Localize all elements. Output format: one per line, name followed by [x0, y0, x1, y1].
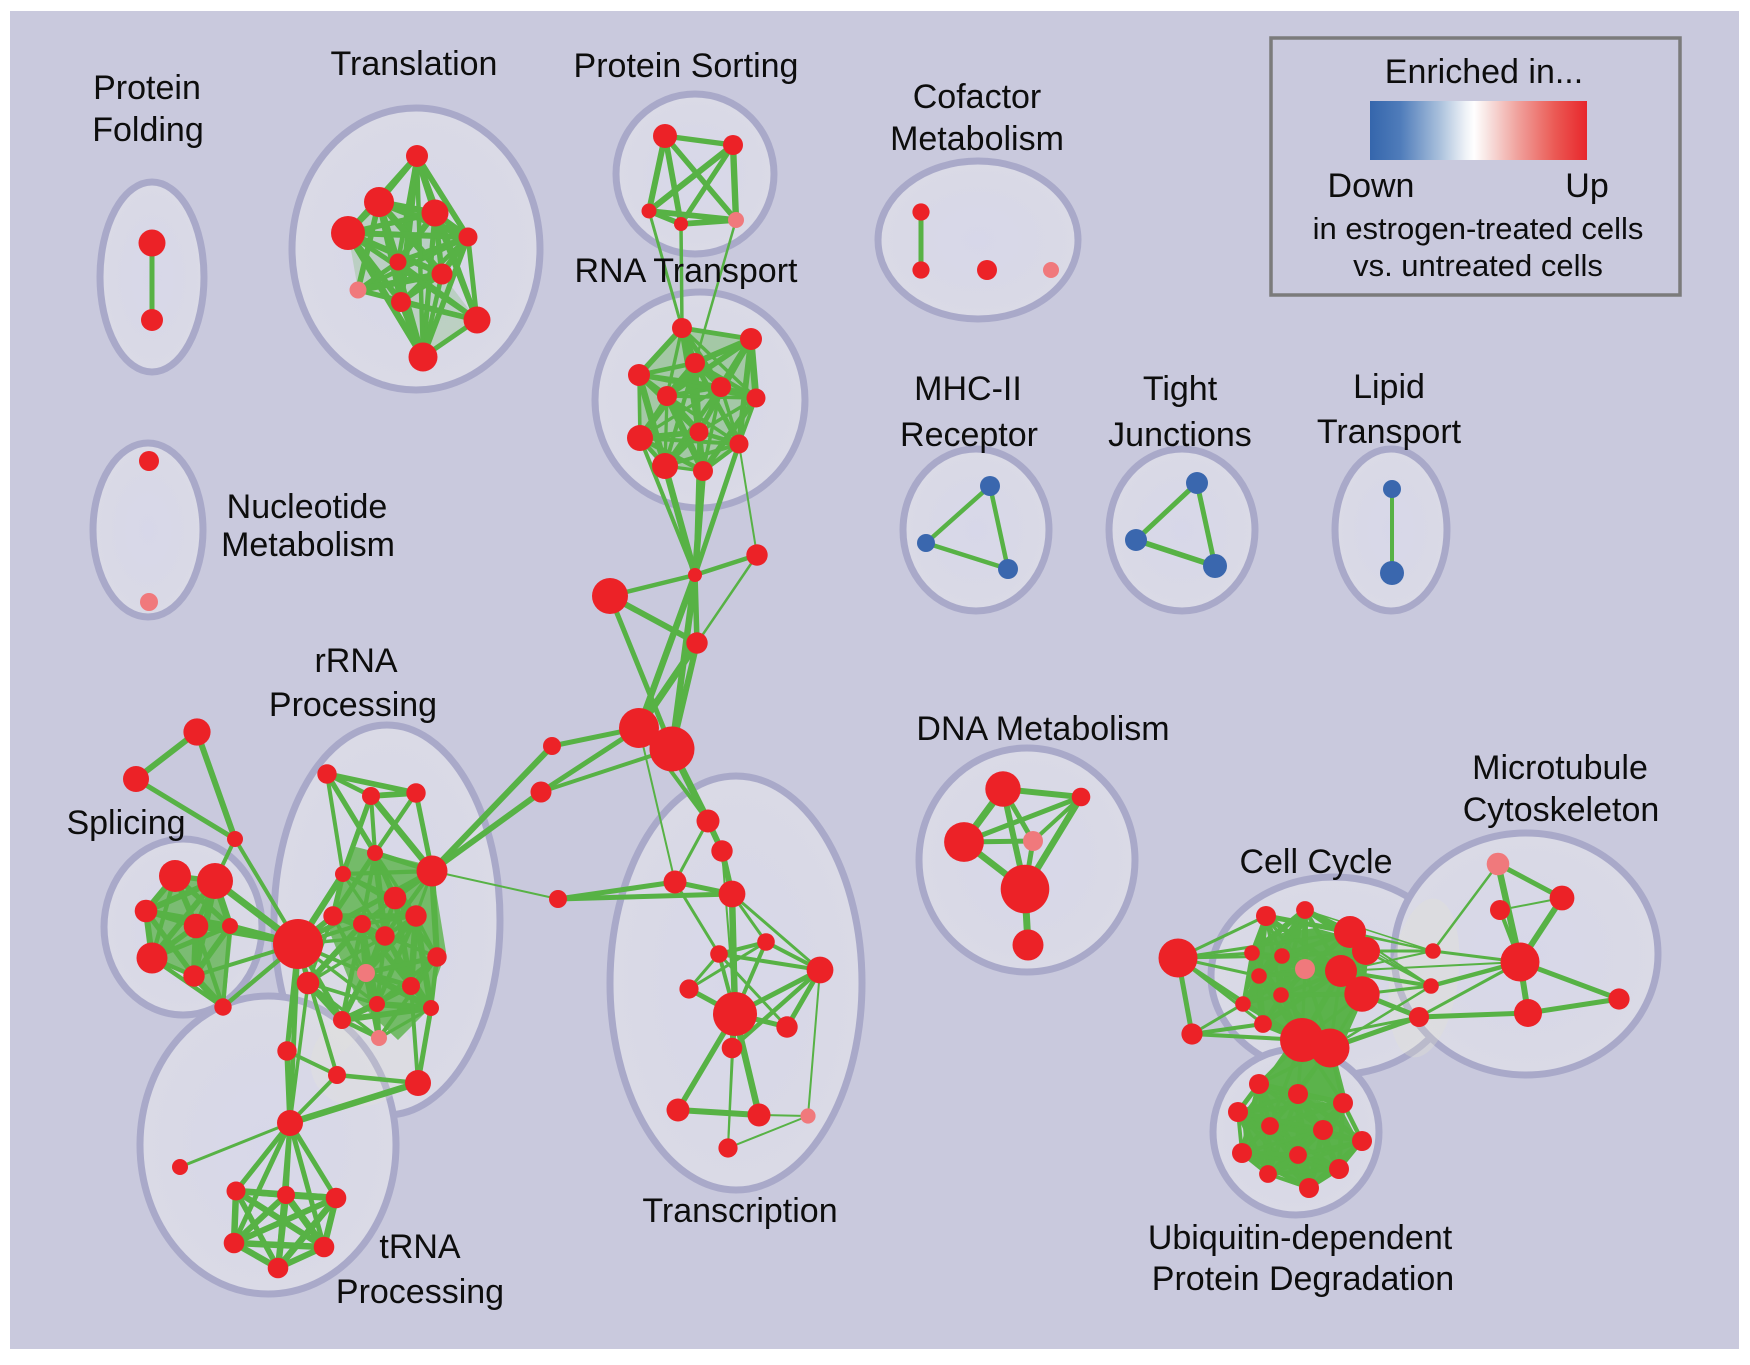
svg-text:in estrogen-treated cells: in estrogen-treated cells [1313, 211, 1644, 246]
svg-text:Receptor: Receptor [900, 416, 1038, 454]
svg-text:Down: Down [1328, 167, 1415, 205]
svg-text:Ubiquitin-dependent: Ubiquitin-dependent [1148, 1219, 1453, 1257]
svg-text:RNA Transport: RNA Transport [575, 252, 799, 290]
svg-text:Protein Degradation: Protein Degradation [1152, 1260, 1454, 1298]
svg-text:Tight: Tight [1143, 370, 1218, 408]
svg-text:Transport: Transport [1317, 413, 1462, 451]
svg-text:vs. untreated cells: vs. untreated cells [1353, 248, 1603, 283]
svg-text:Transcription: Transcription [642, 1192, 837, 1230]
svg-text:Lipid: Lipid [1353, 368, 1425, 406]
svg-text:Metabolism: Metabolism [890, 120, 1064, 158]
svg-text:Junctions: Junctions [1108, 416, 1252, 454]
svg-text:Cofactor: Cofactor [913, 78, 1042, 116]
svg-text:Processing: Processing [336, 1273, 504, 1311]
svg-text:Up: Up [1565, 167, 1608, 205]
svg-text:Folding: Folding [92, 111, 204, 149]
svg-text:tRNA: tRNA [379, 1228, 461, 1266]
svg-text:Protein: Protein [93, 69, 201, 107]
svg-text:Protein Sorting: Protein Sorting [574, 47, 799, 85]
svg-text:Cytoskeleton: Cytoskeleton [1463, 791, 1660, 829]
svg-text:DNA Metabolism: DNA Metabolism [916, 710, 1169, 748]
svg-text:Metabolism: Metabolism [221, 526, 395, 564]
svg-text:Cell Cycle: Cell Cycle [1239, 843, 1392, 881]
svg-text:Splicing: Splicing [66, 804, 185, 842]
svg-text:Translation: Translation [331, 45, 498, 83]
svg-text:Processing: Processing [269, 686, 437, 724]
svg-text:Nucleotide: Nucleotide [227, 488, 388, 526]
svg-text:Enriched in...: Enriched in... [1385, 53, 1583, 91]
svg-text:Microtubule: Microtubule [1472, 749, 1648, 787]
svg-text:rRNA: rRNA [314, 642, 397, 680]
svg-text:MHC-II: MHC-II [914, 370, 1022, 408]
